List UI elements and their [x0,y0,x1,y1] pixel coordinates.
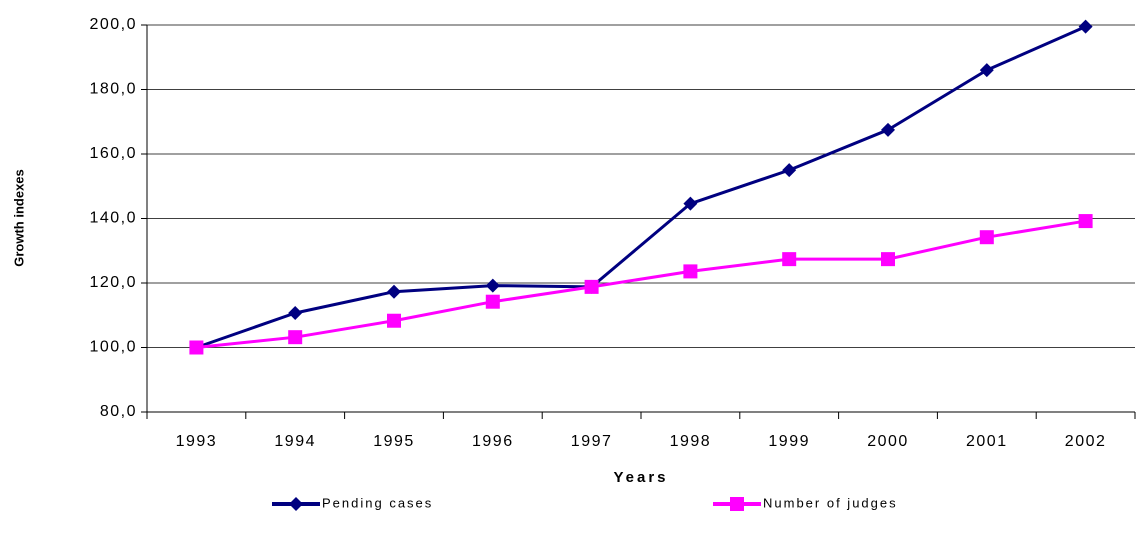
y-axis-label: Growth indexes [11,169,26,267]
y-tick-label: 180,0 [89,81,137,98]
x-tick-label: 2002 [1065,433,1107,450]
y-tick-label: 140,0 [89,210,137,227]
series-marker [979,230,994,245]
legend-label: Pending cases [322,495,433,510]
series-marker [683,264,698,279]
series-marker [387,313,401,328]
series-marker [584,279,599,294]
series-line [195,25,1087,349]
y-tick-label: 200,0 [89,16,137,33]
series-marker [881,252,895,267]
x-tick-label: 1998 [670,433,712,450]
x-tick-label: 1995 [373,433,415,450]
series-marker [1078,19,1093,34]
y-tick-label: 100,0 [89,339,137,356]
y-tick-label: 80,0 [100,403,137,420]
legend-marker [289,497,303,511]
series-marker [189,340,204,355]
series-marker [881,122,895,137]
x-tick-label: 2000 [867,433,909,450]
x-axis-label: Years [613,469,668,486]
series-line [196,219,1086,349]
series-marker [683,196,698,211]
series-marker [485,278,500,293]
y-tick-label: 160,0 [89,145,137,162]
series-marker [782,163,797,178]
series-marker [288,330,303,345]
legend-marker [730,497,744,511]
x-tick-label: 1997 [571,433,613,450]
series-marker [1078,214,1093,229]
x-tick-label: 1993 [176,433,218,450]
x-tick-label: 1996 [472,433,514,450]
x-tick-label: 2001 [966,433,1008,450]
x-tick-label: 1999 [768,433,810,450]
series-marker [288,305,303,320]
series-marker [782,252,797,267]
series-marker [387,284,401,299]
legend-label: Number of judges [763,495,898,510]
x-tick-label: 1994 [274,433,316,450]
series-marker [979,63,994,78]
series-marker [485,294,500,309]
y-tick-label: 120,0 [89,274,137,291]
